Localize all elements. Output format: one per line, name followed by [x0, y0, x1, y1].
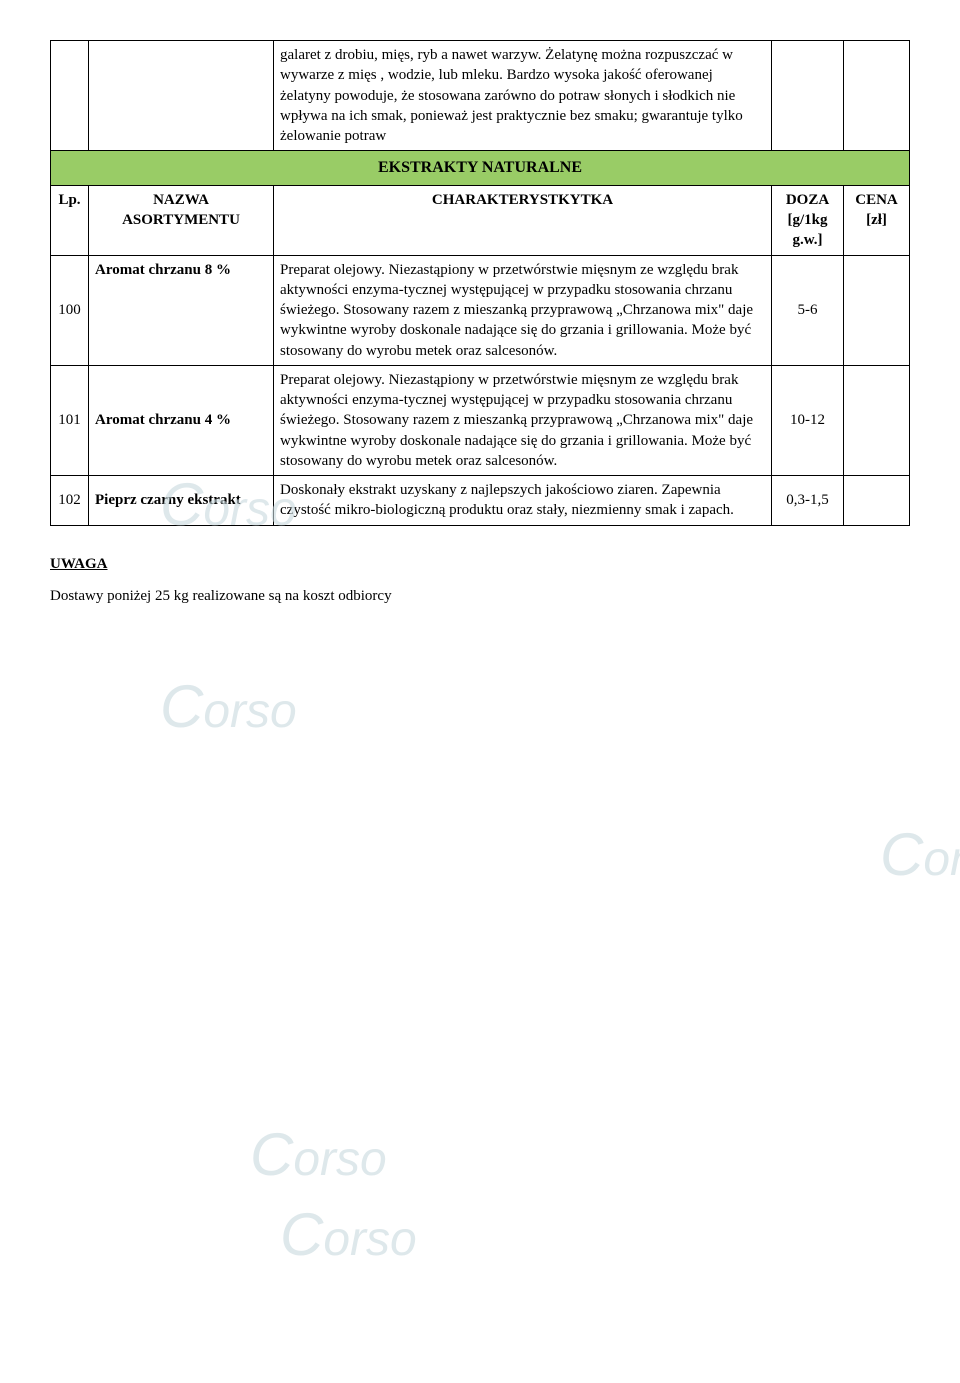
cell-dose: 5-6	[772, 255, 844, 365]
watermark-3: Corso	[880, 820, 960, 889]
note-heading: UWAGA	[50, 556, 910, 573]
cell-lp: 101	[51, 365, 89, 475]
watermark-cap: C	[160, 673, 203, 740]
watermark-4: Corso	[250, 1120, 387, 1189]
watermark-5: Corso	[280, 1200, 417, 1269]
cell-price	[844, 255, 910, 365]
cell-lp: 100	[51, 255, 89, 365]
watermark-text: orso	[203, 685, 296, 738]
header-lp: Lp.	[51, 185, 89, 255]
cell-desc: Preparat olejowy. Niezastąpiony w przetw…	[274, 255, 772, 365]
cell-empty	[89, 41, 274, 151]
header-name: NAZWA ASORTYMENTU	[89, 185, 274, 255]
cell-name: Pieprz czarny ekstrakt	[89, 476, 274, 526]
watermark-text: orso	[293, 1133, 386, 1186]
cell-desc: Preparat olejowy. Niezastąpiony w przetw…	[274, 365, 772, 475]
cell-name: Aromat chrzanu 4 %	[89, 365, 274, 475]
continuation-row: galaret z drobiu, mięs, ryb a nawet warz…	[51, 41, 910, 151]
header-desc: CHARAKTERYSTKYTKA	[274, 185, 772, 255]
watermark-cap: C	[280, 1201, 323, 1268]
table-row: 102 Pieprz czarny ekstrakt Doskonały eks…	[51, 476, 910, 526]
section-title: EKSTRAKTY NATURALNE	[51, 151, 910, 186]
cell-empty	[51, 41, 89, 151]
cell-price	[844, 476, 910, 526]
table-row: 101 Aromat chrzanu 4 % Preparat olejowy.…	[51, 365, 910, 475]
table-row: 100 Aromat chrzanu 8 % Preparat olejowy.…	[51, 255, 910, 365]
cell-desc: Doskonały ekstrakt uzyskany z najlepszyc…	[274, 476, 772, 526]
cell-dose: 0,3-1,5	[772, 476, 844, 526]
cell-empty	[772, 41, 844, 151]
cell-name: Aromat chrzanu 8 %	[89, 255, 274, 365]
watermark-text: orso	[323, 1213, 416, 1266]
cell-empty	[844, 41, 910, 151]
cell-lp: 102	[51, 476, 89, 526]
page-container: Corso Corso Corso Corso Corso galaret z …	[50, 40, 910, 605]
product-table: galaret z drobiu, mięs, ryb a nawet warz…	[50, 40, 910, 526]
cell-top-desc: galaret z drobiu, mięs, ryb a nawet warz…	[274, 41, 772, 151]
cell-price	[844, 365, 910, 475]
watermark-text: orso	[923, 833, 960, 886]
watermark-2: Corso	[160, 672, 297, 741]
note-text: Dostawy poniżej 25 kg realizowane są na …	[50, 588, 910, 605]
section-header-row: EKSTRAKTY NATURALNE	[51, 151, 910, 186]
watermark-cap: C	[250, 1121, 293, 1188]
header-price: CENA [zł]	[844, 185, 910, 255]
header-dose: DOZA [g/1kg g.w.]	[772, 185, 844, 255]
watermark-cap: C	[880, 821, 923, 888]
header-row: Lp. NAZWA ASORTYMENTU CHARAKTERYSTKYTKA …	[51, 185, 910, 255]
cell-dose: 10-12	[772, 365, 844, 475]
